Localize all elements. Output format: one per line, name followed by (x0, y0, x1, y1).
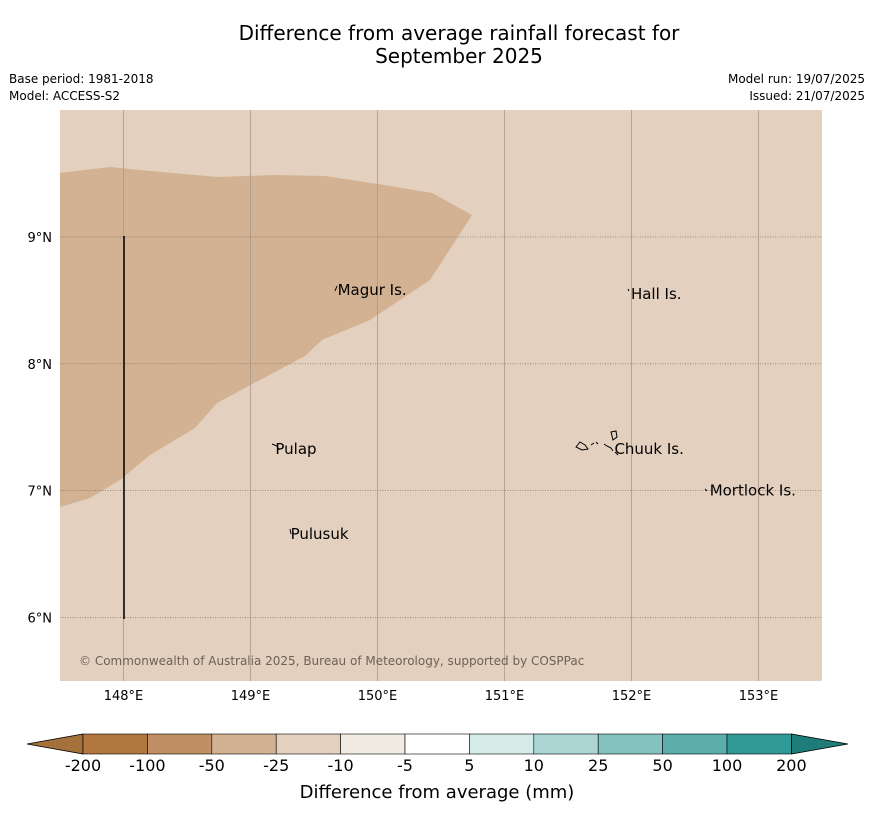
longitude-tick-label: 153°E (739, 689, 779, 704)
longitude-tick-label: 150°E (358, 689, 398, 704)
place-label: Pulusuk (291, 525, 349, 543)
colorbar-tick-label: -200 (65, 756, 101, 775)
latitude-tick-label: 8°N (28, 358, 53, 373)
copyright-notice: © Commonwealth of Australia 2025, Bureau… (79, 654, 584, 668)
model-info: Base period: 1981-2018 Model: ACCESS-S2 (9, 71, 154, 105)
colorbar-tick-label: 10 (524, 756, 544, 775)
magur-coastline (334, 285, 338, 292)
colorbar-title: Difference from average (mm) (300, 782, 575, 803)
colorbar-segment (726, 733, 792, 755)
colorbar (26, 733, 849, 755)
colorbar-high-extend (791, 733, 849, 755)
colorbar-tick-label: 100 (712, 756, 743, 775)
colorbar-segment (469, 733, 535, 755)
latitude-tick-label: 9°N (28, 231, 53, 246)
base-period: Base period: 1981-2018 (9, 72, 154, 86)
longitude-tick-label: 152°E (612, 689, 652, 704)
place-label: Hall Is. (631, 285, 682, 303)
pulusuk-coastline (289, 528, 292, 535)
colorbar-segment (597, 733, 663, 755)
coastlines (271, 285, 708, 535)
colorbar-tick-label: -25 (263, 756, 289, 775)
colorbar-tick-label: -100 (129, 756, 165, 775)
longitude-tick-label: 148°E (104, 689, 144, 704)
colorbar-tick-label: -5 (397, 756, 413, 775)
longitude-tick-labels: 148°E 149°E 150°E 151°E 152°E 153°E (104, 689, 779, 704)
colorbar-segment (340, 733, 406, 755)
colorbar-low-extend (26, 733, 84, 755)
colorbar-tick-label: 25 (588, 756, 608, 775)
chart-title: Difference from average rainfall forecas… (0, 22, 873, 68)
map-area[interactable]: Magur Is. Hall Is. Pulap Chuuk Is. Mortlock … (28, 110, 823, 704)
latitude-tick-label: 6°N (28, 612, 53, 627)
colorbar-segment (275, 733, 341, 755)
drier-region (60, 167, 472, 507)
colorbar-tick-label: 5 (464, 756, 474, 775)
hall-coastline (627, 288, 630, 292)
model-name: Model: ACCESS-S2 (9, 89, 121, 103)
latitude-tick-label: 7°N (28, 485, 53, 500)
model-run-date: Model run: 19/07/2025 (727, 72, 865, 86)
place-label: Mortlock Is. (710, 482, 796, 500)
chuuk-coastline (575, 430, 619, 456)
colorbar-segment (211, 733, 277, 755)
colorbar-tick-label: 200 (776, 756, 807, 775)
colorbar-tick-label: -50 (199, 756, 225, 775)
colorbar-segment (82, 733, 148, 755)
colorbar-tick-labels: -200 -100 -50 -25 -10 -5 5 10 25 50 100 200 (65, 756, 807, 775)
issued-date: Issued: 21/07/2025 (749, 89, 865, 103)
place-label: Pulap (275, 440, 316, 458)
colorbar-segment (404, 733, 470, 755)
colorbar-segment (533, 733, 599, 755)
run-info: Model run: 19/07/2025 Issued: 21/07/2025 (728, 71, 865, 105)
pulap-coastline (271, 443, 280, 451)
longitude-tick-label: 151°E (485, 689, 525, 704)
title-line-2: September 2025 (375, 44, 543, 68)
mortlock-coastline (704, 488, 708, 492)
place-label: Chuuk Is. (614, 440, 683, 458)
colorbar-tick-label: -10 (328, 756, 354, 775)
colorbar-segment (662, 733, 728, 755)
title-line-1: Difference from average rainfall forecas… (238, 21, 680, 45)
place-label: Magur Is. (338, 281, 407, 299)
latitude-tick-labels: 9°N 8°N 7°N 6°N (28, 231, 53, 627)
colorbar-tick-label: 50 (652, 756, 672, 775)
colorbar-segment (147, 733, 213, 755)
place-labels: Magur Is. Hall Is. Pulap Chuuk Is. Mortlock … (275, 281, 796, 543)
longitude-tick-label: 149°E (231, 689, 271, 704)
